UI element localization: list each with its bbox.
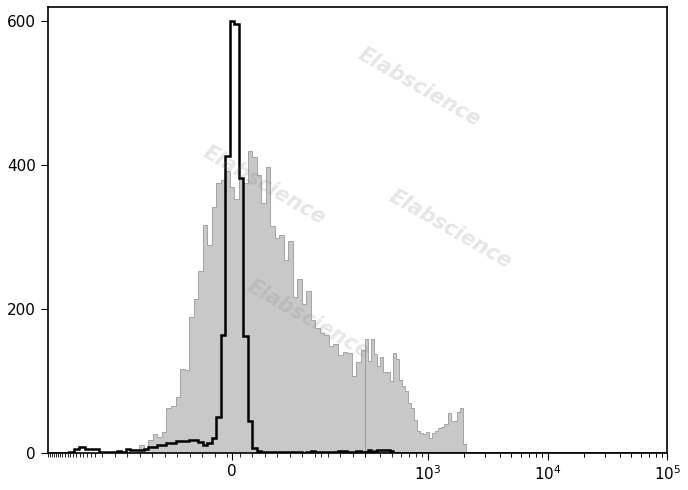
Text: Elabscience: Elabscience (200, 142, 330, 228)
Text: Elabscience: Elabscience (244, 276, 373, 362)
Text: Elabscience: Elabscience (355, 44, 484, 130)
Text: Elabscience: Elabscience (386, 187, 515, 273)
